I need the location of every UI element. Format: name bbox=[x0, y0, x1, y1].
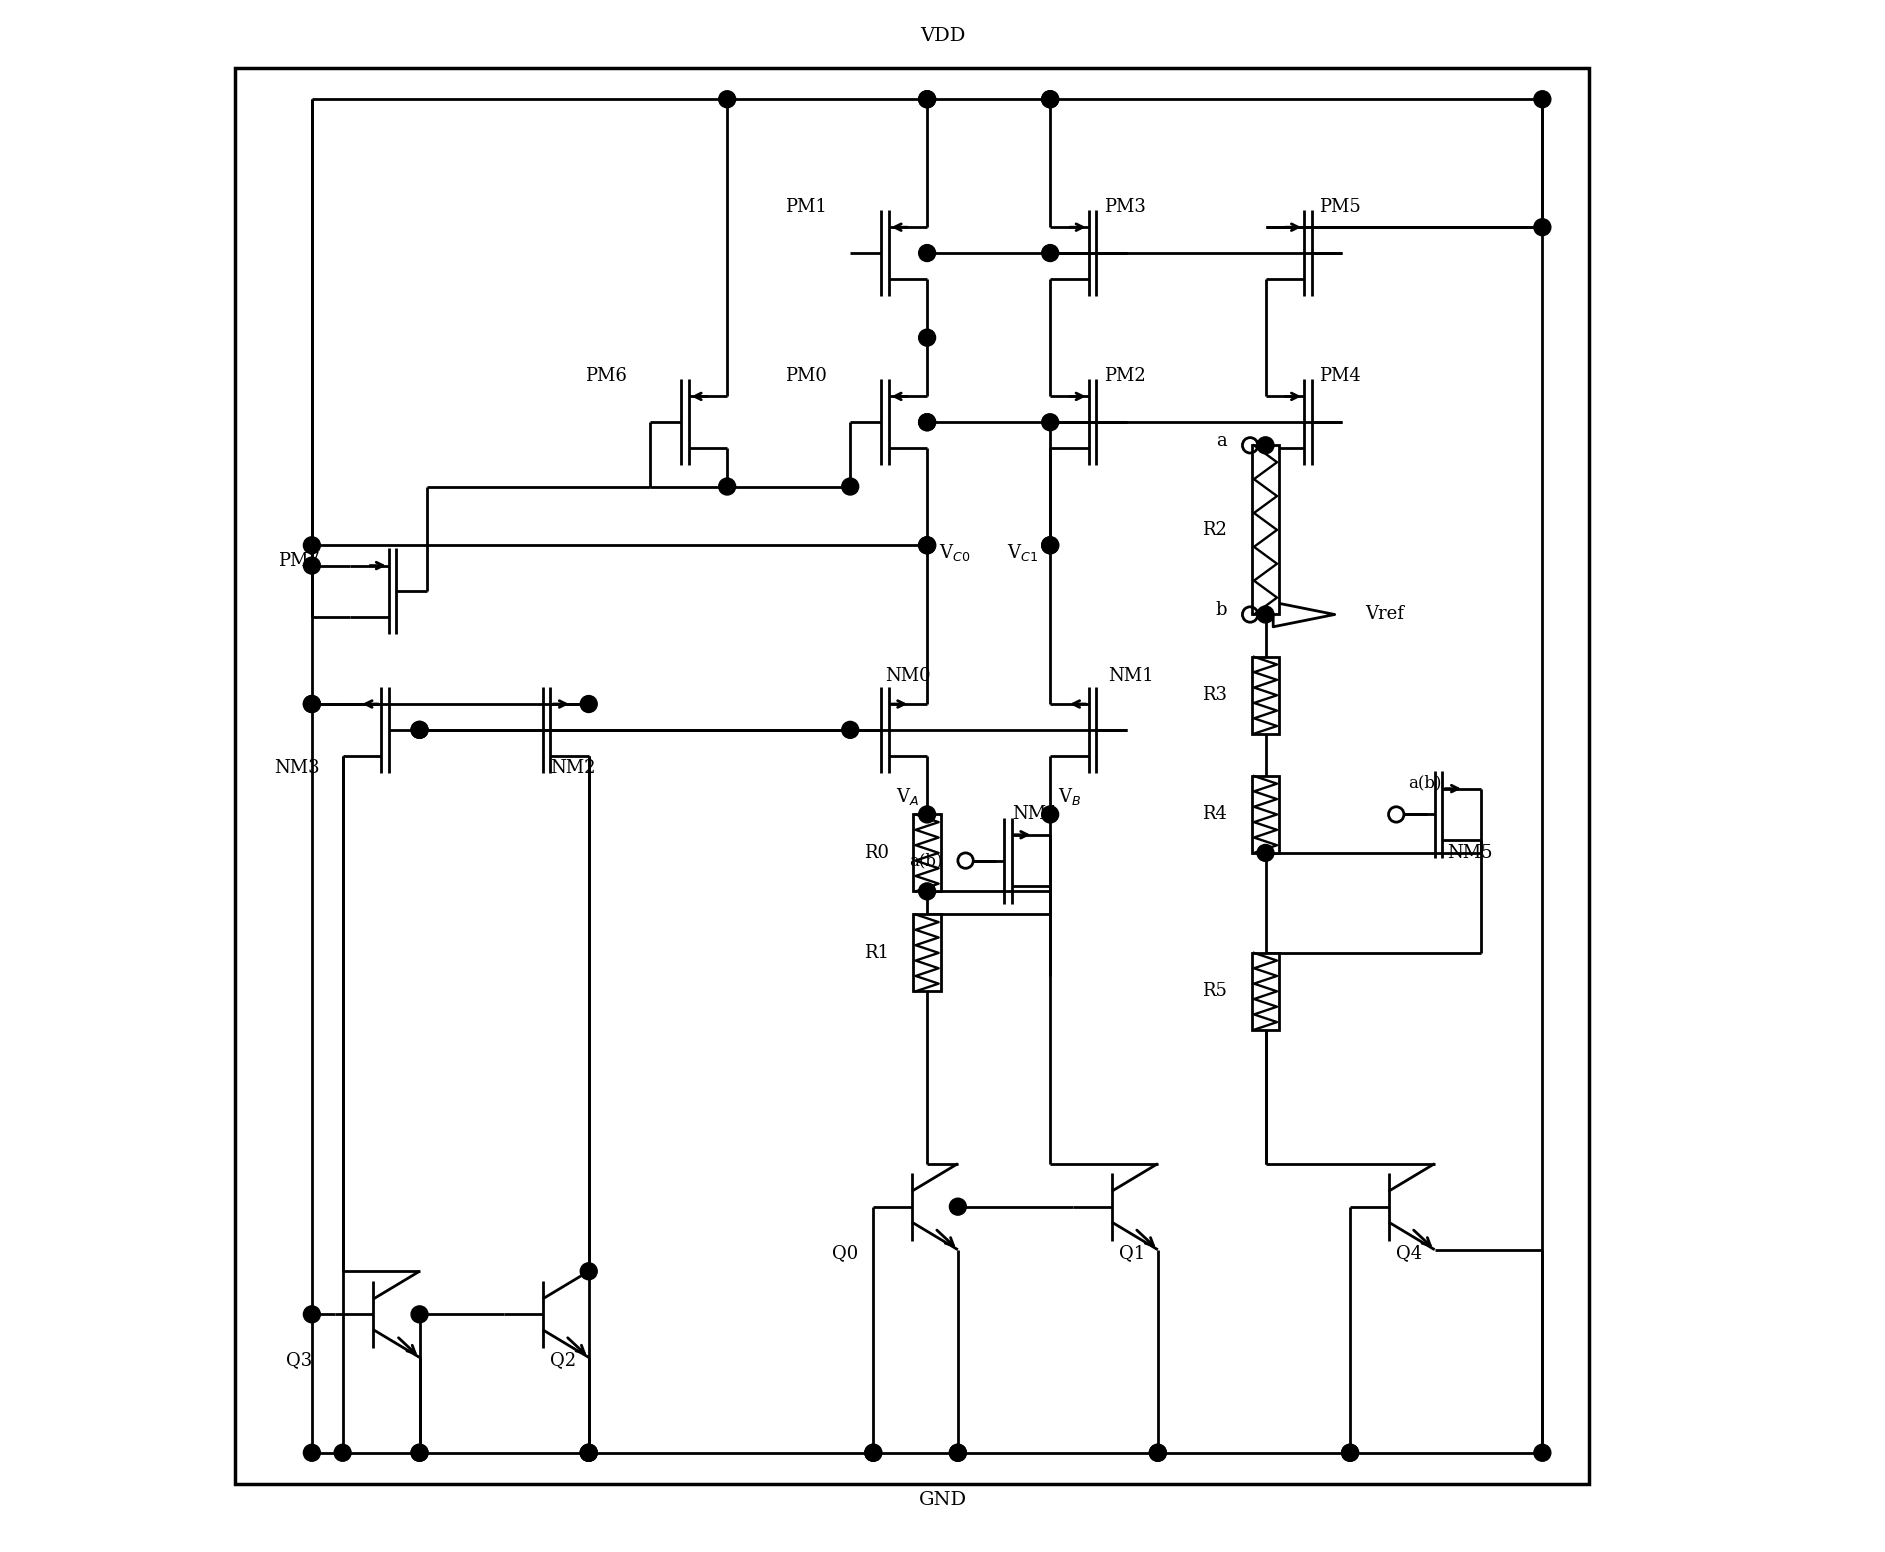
Text: Q2: Q2 bbox=[550, 1352, 577, 1369]
FancyBboxPatch shape bbox=[1252, 776, 1280, 854]
Text: V$_{C0}$: V$_{C0}$ bbox=[939, 543, 971, 563]
Circle shape bbox=[303, 537, 320, 554]
Circle shape bbox=[581, 695, 598, 712]
Circle shape bbox=[1042, 537, 1059, 554]
Circle shape bbox=[918, 329, 935, 346]
Circle shape bbox=[303, 1445, 320, 1462]
Circle shape bbox=[918, 90, 935, 107]
Circle shape bbox=[918, 90, 935, 107]
Circle shape bbox=[918, 805, 935, 823]
Circle shape bbox=[718, 90, 735, 107]
Text: R3: R3 bbox=[1203, 686, 1227, 705]
Circle shape bbox=[1257, 436, 1274, 453]
Circle shape bbox=[918, 537, 935, 554]
Text: NM1: NM1 bbox=[1108, 667, 1154, 684]
FancyBboxPatch shape bbox=[912, 914, 941, 992]
Text: Vref: Vref bbox=[1365, 605, 1404, 624]
Text: R1: R1 bbox=[863, 944, 888, 962]
Text: R4: R4 bbox=[1203, 805, 1227, 824]
FancyBboxPatch shape bbox=[1252, 953, 1280, 1031]
Circle shape bbox=[843, 478, 860, 495]
Circle shape bbox=[1150, 1445, 1167, 1462]
Circle shape bbox=[918, 537, 935, 554]
Circle shape bbox=[1534, 219, 1551, 236]
Circle shape bbox=[581, 1445, 598, 1462]
Text: GND: GND bbox=[918, 1491, 967, 1509]
Text: a: a bbox=[1216, 431, 1227, 450]
Circle shape bbox=[843, 722, 860, 739]
Circle shape bbox=[303, 695, 320, 712]
Circle shape bbox=[1534, 1445, 1551, 1462]
Text: PM4: PM4 bbox=[1320, 368, 1361, 385]
Bar bbox=[236, 68, 1589, 1484]
Text: a(b): a(b) bbox=[1408, 774, 1442, 792]
Text: V$_{C1}$: V$_{C1}$ bbox=[1007, 543, 1039, 563]
Circle shape bbox=[950, 1445, 967, 1462]
Text: NM5: NM5 bbox=[1448, 844, 1493, 861]
Text: V$_B$: V$_B$ bbox=[1057, 785, 1082, 807]
FancyBboxPatch shape bbox=[912, 815, 941, 891]
Circle shape bbox=[1042, 414, 1059, 431]
Circle shape bbox=[718, 478, 735, 495]
Circle shape bbox=[411, 722, 428, 739]
Text: a(b): a(b) bbox=[909, 852, 942, 869]
Text: V$_A$: V$_A$ bbox=[895, 785, 920, 807]
Circle shape bbox=[411, 1445, 428, 1462]
Text: NM4: NM4 bbox=[1012, 805, 1057, 824]
Circle shape bbox=[411, 1445, 428, 1462]
Circle shape bbox=[303, 557, 320, 574]
Circle shape bbox=[1342, 1445, 1359, 1462]
Circle shape bbox=[303, 695, 320, 712]
Circle shape bbox=[581, 1445, 598, 1462]
Circle shape bbox=[918, 414, 935, 431]
FancyBboxPatch shape bbox=[1252, 656, 1280, 734]
Circle shape bbox=[1257, 844, 1274, 861]
Circle shape bbox=[950, 1198, 967, 1215]
Text: Q4: Q4 bbox=[1397, 1243, 1423, 1262]
Circle shape bbox=[865, 1445, 882, 1462]
Text: NM0: NM0 bbox=[886, 667, 931, 684]
Circle shape bbox=[1042, 805, 1059, 823]
Circle shape bbox=[950, 1445, 967, 1462]
Circle shape bbox=[918, 414, 935, 431]
Text: Q3: Q3 bbox=[287, 1352, 311, 1369]
Circle shape bbox=[581, 1445, 598, 1462]
Circle shape bbox=[411, 1305, 428, 1322]
FancyBboxPatch shape bbox=[1252, 445, 1280, 615]
Text: Q1: Q1 bbox=[1120, 1243, 1146, 1262]
Circle shape bbox=[1042, 90, 1059, 107]
Circle shape bbox=[1150, 1445, 1167, 1462]
Text: R2: R2 bbox=[1203, 521, 1227, 539]
Circle shape bbox=[1257, 605, 1274, 622]
Text: b: b bbox=[1216, 601, 1227, 619]
Text: Q0: Q0 bbox=[831, 1243, 858, 1262]
Text: PM6: PM6 bbox=[586, 368, 628, 385]
Circle shape bbox=[918, 883, 935, 900]
Text: PM0: PM0 bbox=[786, 368, 828, 385]
Text: R5: R5 bbox=[1203, 982, 1227, 1001]
Circle shape bbox=[303, 1305, 320, 1322]
Circle shape bbox=[1534, 90, 1551, 107]
Circle shape bbox=[1042, 90, 1059, 107]
Circle shape bbox=[865, 1445, 882, 1462]
Text: PM3: PM3 bbox=[1105, 199, 1146, 216]
Circle shape bbox=[918, 245, 935, 261]
Circle shape bbox=[411, 722, 428, 739]
Text: NM3: NM3 bbox=[273, 759, 320, 778]
Text: VDD: VDD bbox=[920, 28, 965, 45]
Text: PM7: PM7 bbox=[277, 551, 320, 570]
Circle shape bbox=[1042, 537, 1059, 554]
Circle shape bbox=[1342, 1445, 1359, 1462]
Circle shape bbox=[1042, 245, 1059, 261]
Text: PM1: PM1 bbox=[786, 199, 828, 216]
Text: R0: R0 bbox=[863, 844, 888, 861]
Circle shape bbox=[581, 1263, 598, 1280]
Text: PM2: PM2 bbox=[1105, 368, 1146, 385]
Text: PM5: PM5 bbox=[1320, 199, 1361, 216]
Circle shape bbox=[334, 1445, 351, 1462]
Text: NM2: NM2 bbox=[550, 759, 596, 778]
